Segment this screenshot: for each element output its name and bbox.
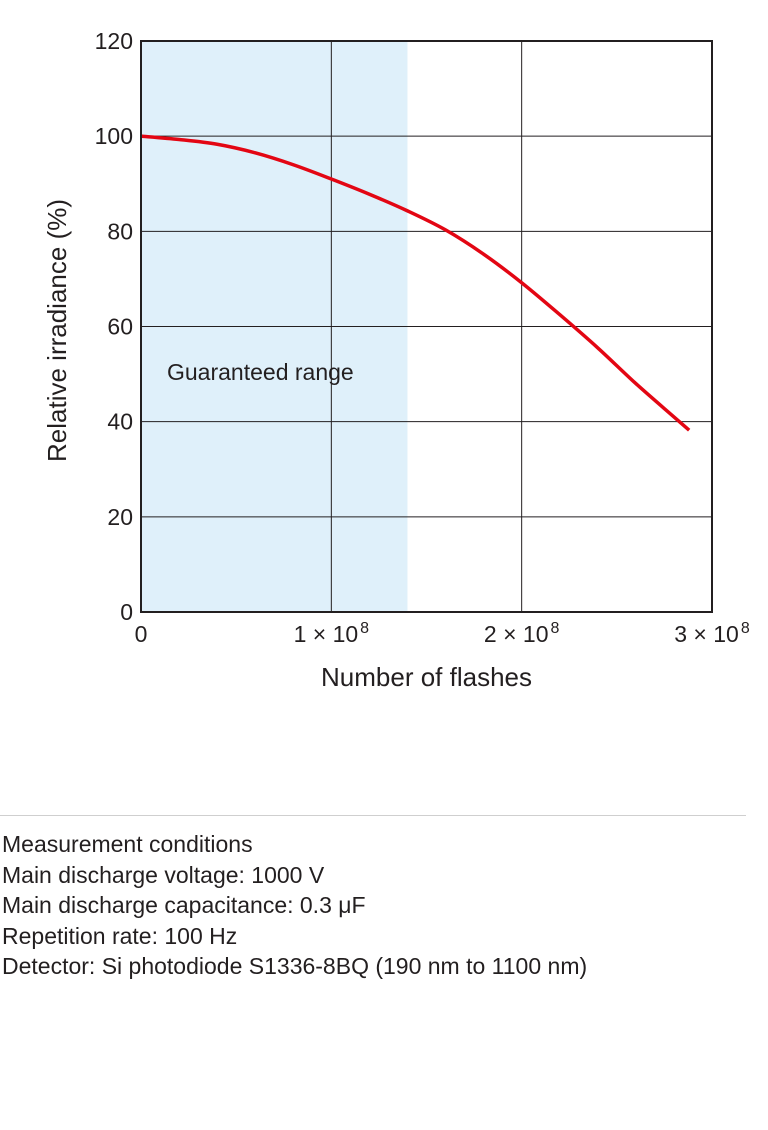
condition-detector: Detector: Si photodiode S1336-8BQ (190 n…	[2, 953, 588, 979]
x-tick-label: 0	[135, 621, 148, 647]
x-tick-label: 2 × 10 8	[484, 620, 560, 647]
y-axis-ticks: 0 20 40 60 80 100 120	[95, 28, 133, 625]
condition-capacitance: Main discharge capacitance: 0.3 μF	[2, 892, 366, 918]
guaranteed-range-label: Guaranteed range	[167, 359, 354, 385]
conditions-heading: Measurement conditions	[2, 831, 253, 857]
x-axis-ticks: 0 1 × 10 8 2 × 10 8 3 × 10 8	[135, 620, 750, 647]
x-tick-label: 3 × 10 8	[674, 620, 750, 647]
measurement-conditions: Measurement conditions Main discharge vo…	[2, 829, 762, 982]
y-tick-label: 20	[107, 504, 133, 530]
x-tick-label: 1 × 10 8	[294, 620, 370, 647]
plot-frame	[140, 40, 713, 613]
y-tick-label: 0	[120, 599, 133, 625]
x-axis-label: Number of flashes	[321, 662, 532, 692]
irradiance-curve	[140, 134, 691, 432]
y-tick-label: 100	[95, 123, 133, 149]
y-tick-label: 40	[107, 409, 133, 435]
condition-repetition-rate: Repetition rate: 100 Hz	[2, 922, 238, 949]
y-tick-label: 80	[107, 218, 133, 244]
grid-lines	[141, 41, 712, 612]
irradiance-chart: Guaranteed range 0 20 40 60 80 100 120 0 1 × 10…	[42, 28, 750, 692]
y-tick-label: 120	[95, 28, 133, 54]
y-tick-label: 60	[107, 314, 133, 340]
y-axis-label: Relative irradiance (%)	[42, 199, 72, 462]
section-divider	[0, 815, 746, 816]
condition-voltage: Main discharge voltage: 1000 V	[2, 861, 325, 888]
